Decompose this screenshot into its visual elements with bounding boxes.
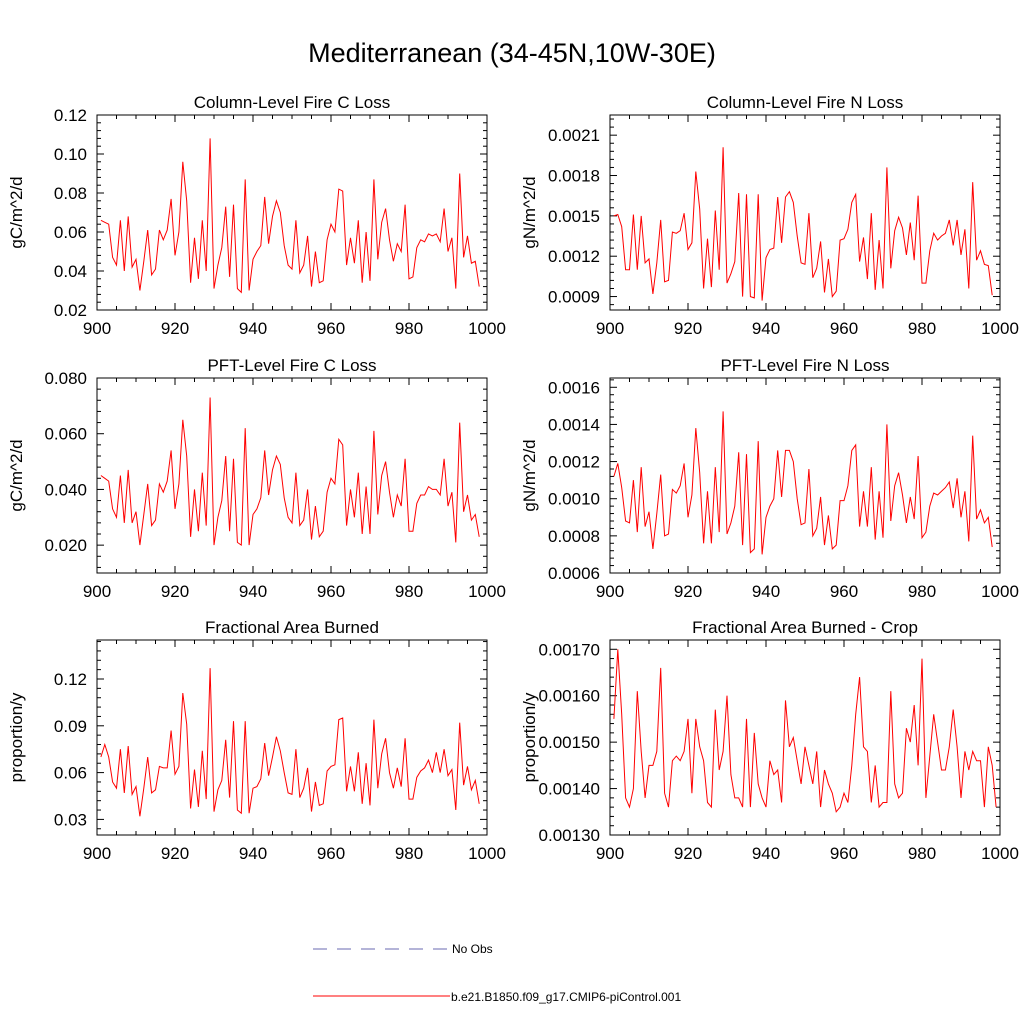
x-tick-label: 920 — [674, 582, 702, 601]
x-tick-label: 900 — [596, 844, 624, 863]
x-tick-label: 960 — [830, 844, 858, 863]
x-tick-label: 980 — [908, 844, 936, 863]
y-tick-label: 0.0012 — [548, 453, 600, 472]
y-axis-label: gC/m^2/d — [7, 439, 26, 511]
chart-panel-3: 900 920 940 960 980 1000 0.020 0.040 0.060 0.080 P… — [7, 356, 506, 601]
plot-frame — [96, 114, 488, 311]
x-tick-label: 1000 — [468, 844, 506, 863]
plot-frame — [96, 377, 488, 574]
x-tick-label: 1000 — [981, 319, 1019, 338]
x-tick-label: 940 — [239, 319, 267, 338]
y-tick-label: 0.080 — [44, 369, 87, 388]
x-tick-label: 920 — [674, 319, 702, 338]
x-tick-label: 980 — [395, 319, 423, 338]
y-tick-label: 0.0015 — [548, 207, 600, 226]
y-axis-label: proportion/y — [7, 692, 26, 782]
y-tick-label: 0.0014 — [548, 415, 600, 434]
x-tick-label: 960 — [317, 319, 345, 338]
y-tick-label: 0.00170 — [539, 640, 600, 659]
x-tick-label: 960 — [317, 844, 345, 863]
chart-title: Fractional Area Burned — [205, 618, 379, 637]
plot-frame — [96, 639, 488, 836]
y-tick-label: 0.00130 — [539, 826, 600, 845]
chart-panel-4: 900 920 940 960 980 1000 0.0006 0.0008 0.0010 0.0… — [520, 356, 1019, 601]
y-tick-label: 0.0008 — [548, 527, 600, 546]
chart-title: Fractional Area Burned - Crop — [692, 618, 918, 637]
legend-noobs-label: No Obs — [452, 942, 493, 956]
x-tick-label: 900 — [83, 319, 111, 338]
x-tick-label: 980 — [395, 582, 423, 601]
y-tick-label: 0.060 — [44, 425, 87, 444]
x-tick-label: 980 — [908, 582, 936, 601]
x-tick-label: 900 — [596, 319, 624, 338]
y-tick-label: 0.0006 — [548, 564, 600, 583]
series-line — [100, 138, 480, 294]
x-tick-label: 1000 — [468, 319, 506, 338]
y-tick-label: 0.10 — [54, 145, 87, 164]
x-tick-label: 940 — [239, 844, 267, 863]
series-line — [613, 147, 993, 301]
chart-title: PFT-Level Fire N Loss — [720, 356, 889, 375]
x-tick-label: 920 — [161, 582, 189, 601]
y-tick-label: 0.02 — [54, 301, 87, 320]
y-tick-label: 0.06 — [54, 223, 87, 242]
x-tick-label: 960 — [830, 319, 858, 338]
y-tick-label: 0.00140 — [539, 780, 600, 799]
x-tick-label: 980 — [908, 319, 936, 338]
plot-frame — [609, 377, 1001, 574]
x-tick-label: 920 — [161, 319, 189, 338]
chart-panel-2: 900 920 940 960 980 1000 0.0009 0.0012 0.0015 0.0… — [520, 93, 1019, 338]
x-tick-label: 1000 — [981, 844, 1019, 863]
x-tick-label: 900 — [83, 844, 111, 863]
y-tick-label: 0.020 — [44, 536, 87, 555]
x-tick-label: 960 — [830, 582, 858, 601]
y-axis-label: gC/m^2/d — [7, 176, 26, 248]
x-tick-label: 920 — [161, 844, 189, 863]
y-axis-label: gN/m^2/d — [520, 439, 539, 511]
y-tick-label: 0.0012 — [548, 247, 600, 266]
x-tick-label: 940 — [752, 319, 780, 338]
y-tick-label: 0.12 — [54, 670, 87, 689]
x-tick-label: 940 — [239, 582, 267, 601]
y-axis-label: gN/m^2/d — [520, 176, 539, 248]
x-tick-label: 920 — [674, 844, 702, 863]
x-tick-label: 900 — [596, 582, 624, 601]
y-axis-label: proportion/y — [520, 692, 539, 782]
y-tick-label: 0.00160 — [539, 687, 600, 706]
y-tick-label: 0.12 — [54, 106, 87, 125]
x-tick-label: 940 — [752, 582, 780, 601]
x-tick-label: 900 — [83, 582, 111, 601]
series-line — [613, 649, 997, 813]
x-tick-label: 980 — [395, 844, 423, 863]
legend-case-label: b.e21.B1850.f09_g17.CMIP6-piControl.001 — [451, 990, 682, 1004]
chart-panel-1: 900 920 940 960 980 1000 0.02 0.04 0.06 0.08 0.10 0… — [7, 93, 506, 338]
y-tick-label: 0.06 — [54, 764, 87, 783]
y-tick-label: 0.0021 — [548, 126, 600, 145]
y-tick-label: 0.0016 — [548, 378, 600, 397]
y-tick-label: 0.040 — [44, 480, 87, 499]
x-tick-label: 940 — [752, 844, 780, 863]
chart-panel-5: 900 920 940 960 980 1000 0.03 0.06 0.09 0.12 Fract… — [7, 618, 506, 863]
y-tick-label: 0.0018 — [548, 167, 600, 186]
x-tick-label: 1000 — [468, 582, 506, 601]
y-tick-label: 0.03 — [54, 810, 87, 829]
y-tick-label: 0.08 — [54, 184, 87, 203]
y-tick-label: 0.04 — [54, 262, 87, 281]
y-tick-label: 0.00150 — [539, 733, 600, 752]
chart-title: PFT-Level Fire C Loss — [207, 356, 376, 375]
series-line — [100, 668, 480, 817]
y-tick-label: 0.0010 — [548, 490, 600, 509]
legend — [313, 948, 450, 997]
x-tick-label: 1000 — [981, 582, 1019, 601]
x-tick-label: 960 — [317, 582, 345, 601]
y-tick-label: 0.09 — [54, 717, 87, 736]
chart-title: Column-Level Fire N Loss — [707, 93, 904, 112]
figure-title: Mediterranean (34-45N,10W-30E) — [308, 38, 716, 68]
chart-panel-6: 900 920 940 960 980 1000 0.00130 0.00140 0.00150… — [520, 618, 1019, 863]
series-line — [100, 397, 480, 547]
y-tick-label: 0.0009 — [548, 288, 600, 307]
chart-title: Column-Level Fire C Loss — [194, 93, 391, 112]
series-line — [613, 411, 993, 555]
